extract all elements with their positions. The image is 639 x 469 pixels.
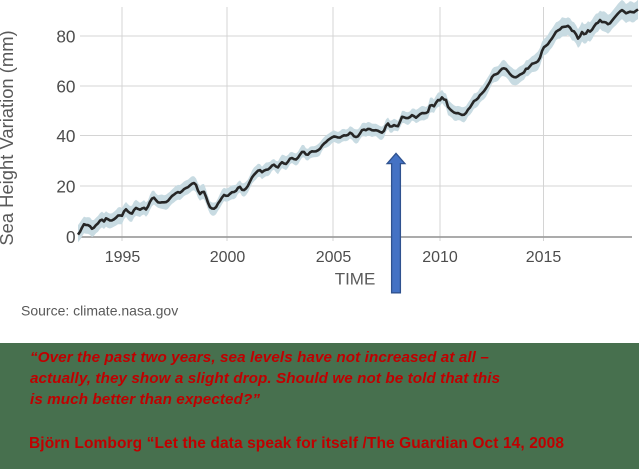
svg-text:2000: 2000 [210, 249, 246, 266]
svg-text:Source: climate.nasa.gov: Source: climate.nasa.gov [21, 303, 178, 319]
svg-text:80: 80 [56, 27, 75, 47]
svg-text:40: 40 [56, 126, 75, 146]
svg-text:Sea Height Variation (mm): Sea Height Variation (mm) [0, 30, 17, 245]
svg-text:0: 0 [66, 227, 76, 247]
svg-text:1995: 1995 [105, 249, 141, 266]
svg-text:60: 60 [56, 77, 75, 97]
svg-text:20: 20 [56, 177, 75, 197]
svg-text:2015: 2015 [526, 249, 562, 266]
svg-text:2005: 2005 [316, 249, 352, 266]
svg-text:2010: 2010 [422, 249, 458, 266]
svg-text:TIME: TIME [335, 270, 376, 289]
